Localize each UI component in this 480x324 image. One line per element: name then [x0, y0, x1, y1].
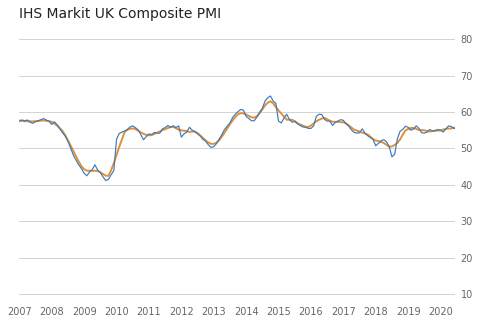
Text: IHS Markit UK Composite PMI: IHS Markit UK Composite PMI — [19, 7, 221, 21]
